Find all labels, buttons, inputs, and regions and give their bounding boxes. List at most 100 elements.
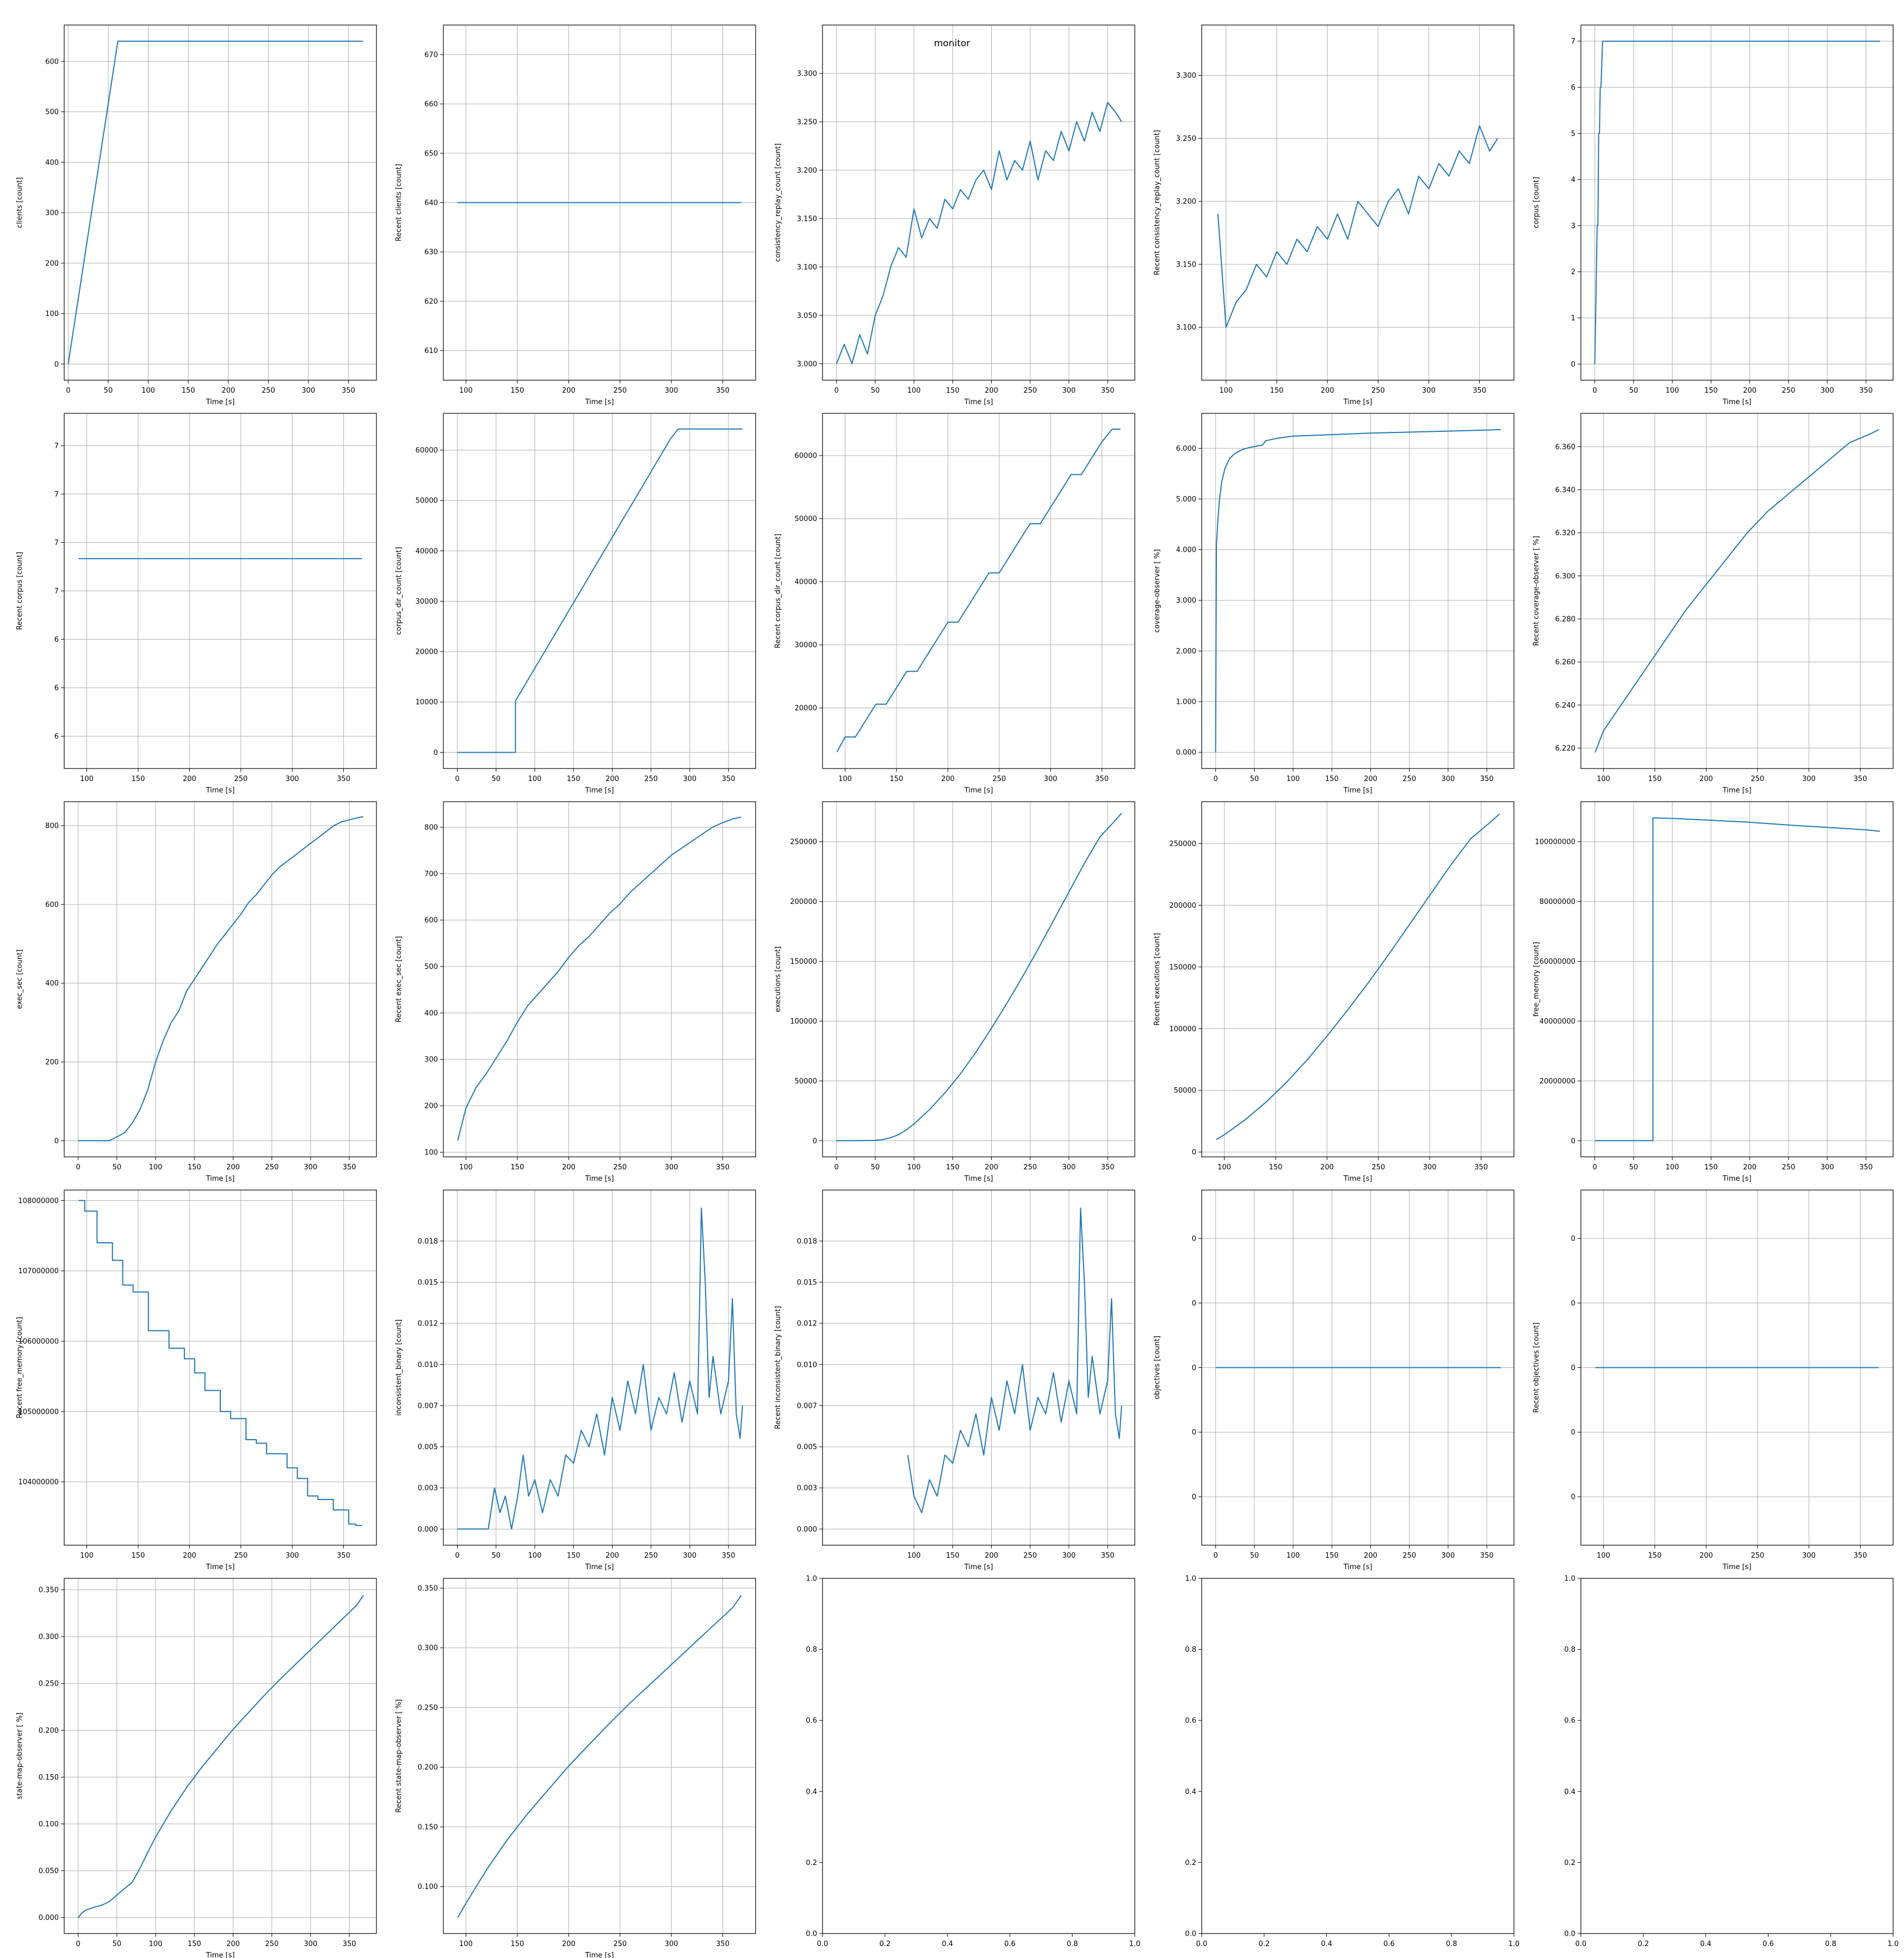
y-tick-label: 1 [1571, 314, 1575, 323]
y-tick-label: 0.000 [418, 1526, 438, 1534]
y-tick-label: 0 [1192, 1149, 1196, 1157]
x-tick-label: 300 [304, 1163, 318, 1172]
x-axis-label: Time [s] [964, 1563, 993, 1571]
x-tick-label: 100 [1217, 1163, 1231, 1172]
y-axis-label: Recent coverage-observer [ %] [1532, 536, 1541, 646]
x-tick-label: 250 [265, 1163, 279, 1172]
x-tick-label: 350 [1853, 775, 1867, 783]
series-line [1594, 429, 1880, 753]
x-tick-label: 50 [871, 1163, 880, 1172]
y-tick-label: 640 [424, 199, 438, 207]
x-tick-label: 0.8 [1825, 1940, 1837, 1948]
x-tick-label: 0.8 [1446, 1940, 1457, 1948]
y-tick-label: 0.2 [1564, 1859, 1575, 1867]
x-tick-label: 200 [605, 1552, 619, 1560]
y-tick-label: 6 [1571, 84, 1575, 92]
y-tick-label: 20000 [416, 648, 438, 656]
x-tick-label: 0.4 [942, 1940, 953, 1948]
y-tick-label: 3.000 [1176, 597, 1196, 605]
y-tick-label: 0 [1571, 1364, 1575, 1372]
y-tick-label: 100000000 [1535, 838, 1575, 846]
y-tick-label: 400 [45, 159, 59, 167]
x-tick-label: 150 [188, 1163, 201, 1172]
x-tick-label: 150 [182, 387, 195, 395]
y-tick-label: 104000000 [18, 1478, 59, 1486]
x-tick-label: 300 [304, 1940, 318, 1948]
y-tick-label: 106000000 [18, 1338, 59, 1346]
x-tick-label: 50 [1629, 1163, 1639, 1172]
x-tick-label: 50 [1250, 775, 1259, 783]
subplot-0-4: 0 50 100 150 200 250 300 350 0 1 2 3 4 5 6 7 Time [s] cor… [1532, 24, 1894, 406]
y-tick-label: 100 [45, 310, 59, 318]
x-tick-label: 150 [132, 1552, 145, 1560]
x-tick-label: 0 [1592, 1163, 1597, 1172]
y-axis-label: Recent exec_sec [count] [395, 936, 403, 1023]
x-tick-label: 100 [459, 387, 473, 395]
x-tick-label: 300 [1802, 1552, 1816, 1560]
series-line [1594, 817, 1880, 1142]
y-tick-label: 80000000 [1540, 898, 1575, 906]
x-tick-label: 0 [1213, 775, 1217, 783]
y-axis-label: corpus_dir_count [count] [395, 547, 403, 635]
y-tick-label: 60000 [416, 447, 438, 455]
x-tick-label: 0.2 [1637, 1940, 1649, 1948]
y-tick-label: 0.250 [418, 1704, 438, 1712]
x-tick-label: 350 [1480, 775, 1494, 783]
y-tick-label: 0 [1571, 1299, 1575, 1308]
x-tick-label: 350 [1474, 1163, 1488, 1172]
y-axis-label: coverage-observer [ %] [1153, 549, 1161, 633]
x-tick-label: 0.2 [1258, 1940, 1270, 1948]
series-line [836, 102, 1122, 364]
y-tick-label: 0.8 [806, 1646, 817, 1654]
y-tick-label: 105000000 [18, 1408, 59, 1416]
y-tick-label: 0.003 [418, 1484, 438, 1492]
series-line [907, 1207, 1122, 1514]
x-tick-label: 100 [141, 387, 155, 395]
x-tick-label: 50 [492, 775, 501, 783]
x-tick-label: 350 [1859, 1163, 1873, 1172]
x-tick-label: 250 [1751, 775, 1764, 783]
x-tick-label: 300 [286, 1552, 299, 1560]
x-tick-label: 250 [613, 1163, 627, 1172]
x-tick-label: 50 [871, 387, 880, 395]
subplot-3-1: 0 50 100 150 200 250 300 350 0.000 0.003 0.005 0.00… [395, 1189, 756, 1571]
x-axis-label: Time [s] [585, 786, 614, 795]
y-axis-label: executions [count] [774, 946, 782, 1012]
x-axis-label: Time [s] [1343, 1563, 1373, 1571]
y-tick-label: 3.250 [797, 118, 817, 126]
x-tick-label: 300 [286, 775, 299, 783]
x-tick-label: 200 [985, 1552, 998, 1560]
y-tick-label: 0.350 [39, 1587, 59, 1595]
y-tick-label: 30000 [416, 598, 438, 606]
x-tick-label: 350 [1853, 1552, 1867, 1560]
x-tick-label: 0.2 [879, 1940, 891, 1948]
x-tick-label: 150 [1325, 1552, 1339, 1560]
y-tick-label: 7 [54, 442, 59, 450]
x-tick-label: 150 [1269, 1163, 1283, 1172]
y-tick-label: 0.2 [806, 1859, 817, 1867]
y-tick-label: 0.010 [418, 1361, 438, 1369]
x-tick-label: 0.8 [1067, 1940, 1078, 1948]
subplot-3-4: 100 150 200 250 300 350 0 0 0 0 0 Time [s] Recent ob… [1532, 1189, 1894, 1571]
y-tick-label: 600 [424, 916, 438, 925]
x-tick-label: 250 [613, 387, 627, 395]
subplot-0-2: 0 50 100 150 200 250 300 350 3.000 3.050 3.100 3.15… [774, 24, 1135, 406]
x-tick-label: 300 [1062, 1163, 1076, 1172]
subplot-3-3: 0 50 100 150 200 250 300 350 0 0 0 0 0 Time [s] object… [1153, 1189, 1514, 1571]
x-tick-label: 150 [1648, 775, 1662, 783]
x-tick-label: 150 [511, 387, 524, 395]
x-tick-label: 200 [985, 387, 998, 395]
figure-suptitle: monitor [934, 38, 970, 49]
x-tick-label: 350 [343, 1163, 356, 1172]
y-tick-label: 700 [424, 870, 438, 878]
y-axis-label: objectives [count] [1153, 1336, 1161, 1399]
x-tick-label: 350 [337, 775, 350, 783]
y-tick-label: 500 [424, 963, 438, 971]
x-axis-label: Time [s] [585, 1175, 614, 1183]
x-tick-label: 200 [226, 1940, 240, 1948]
subplot-2-2: 0 50 100 150 200 250 300 350 0 50000 100000 150000 2… [774, 801, 1135, 1183]
y-tick-label: 108000000 [18, 1197, 59, 1205]
y-tick-label: 6.360 [1555, 443, 1575, 451]
y-axis-label: state-map-observer [ %] [16, 1713, 24, 1800]
